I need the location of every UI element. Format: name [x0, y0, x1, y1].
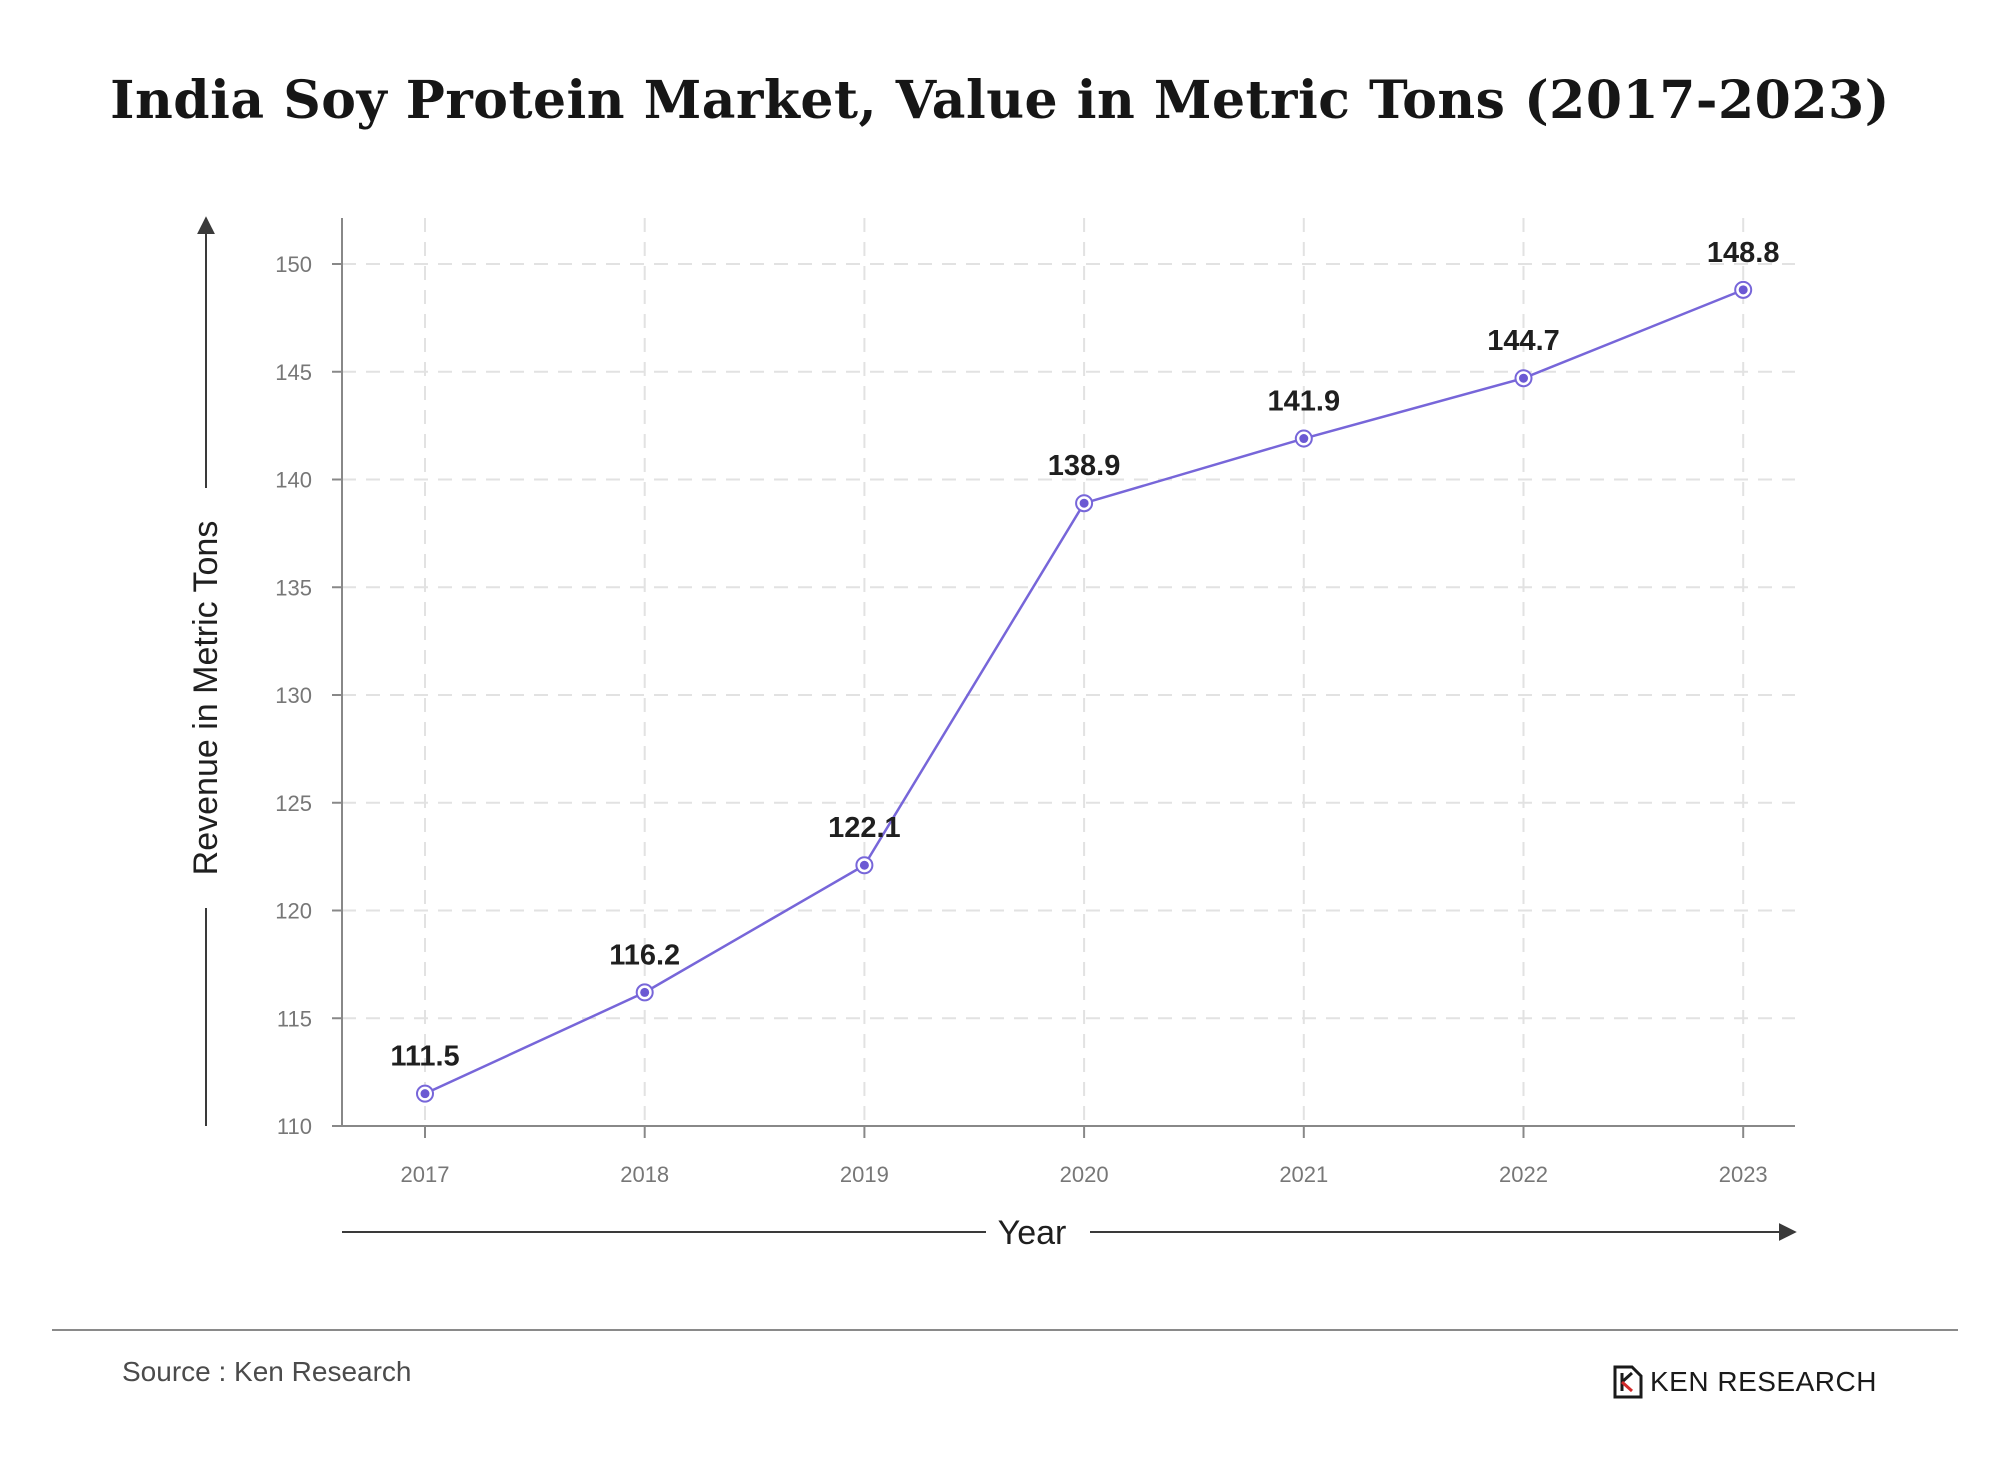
y-tick-label: 135	[275, 575, 312, 600]
data-point	[1079, 498, 1089, 508]
data-point	[859, 860, 869, 870]
data-label: 122.1	[828, 812, 901, 844]
y-tick-label: 115	[277, 1006, 312, 1031]
data-label: 111.5	[390, 1041, 459, 1073]
data-label: 141.9	[1268, 386, 1341, 418]
data-label: 116.2	[609, 939, 680, 971]
data-point	[1738, 285, 1748, 295]
x-tick-label: 2017	[401, 1162, 450, 1187]
source-note: Source : Ken Research	[122, 1356, 412, 1387]
y-axis-title: Revenue in Metric Tons	[187, 521, 225, 876]
footer-divider	[52, 1329, 1958, 1331]
y-axis-title-backdrop	[186, 488, 226, 908]
x-axis-title: Year	[998, 1214, 1067, 1252]
y-tick-label: 145	[275, 360, 312, 385]
series	[416, 280, 1753, 1103]
data-label: 138.9	[1048, 450, 1121, 482]
brand-logo: KEN RESEARCH	[1612, 1362, 1877, 1402]
y-tick-label: 120	[275, 899, 312, 924]
x-tick-label: 2018	[620, 1162, 669, 1187]
x-tick-label: 2022	[1499, 1162, 1548, 1187]
line-chart: 110 115 120 125 130 135 140 145 150 2017 2018 2019…	[186, 216, 1797, 1254]
y-tick-label: 110	[277, 1114, 312, 1139]
chart-title: India Soy Protein Market, Value in Metri…	[110, 70, 1890, 131]
y-tick-label: 150	[275, 252, 312, 277]
data-point	[1299, 434, 1309, 444]
grid	[342, 218, 1795, 1126]
x-tick-label: 2019	[840, 1162, 889, 1187]
y-tick-label: 125	[275, 791, 312, 816]
x-axis-title-backdrop	[986, 1210, 1090, 1254]
y-tick-label: 130	[275, 683, 312, 708]
x-tick-label: 2021	[1279, 1162, 1328, 1187]
data-label: 148.8	[1707, 237, 1780, 269]
data-point	[1519, 373, 1528, 383]
x-tick-labels: 2017 2018 2019 2020 2021 2022 2023	[401, 1162, 1768, 1187]
axes	[332, 218, 1795, 1138]
data-point	[640, 987, 650, 997]
y-tick-label: 140	[275, 468, 312, 493]
data-labels: 111.5 116.2 122.1 138.9 141.9 144.7 148.8	[390, 237, 1779, 1073]
brand-name: KEN RESEARCH	[1650, 1366, 1877, 1397]
data-label: 144.7	[1487, 325, 1560, 357]
y-tick-labels: 110 115 120 125 130 135 140 145 150	[275, 252, 312, 1139]
x-tick-label: 2020	[1060, 1162, 1109, 1187]
ken-research-logo-icon	[1613, 1365, 1643, 1399]
x-tick-label: 2023	[1719, 1162, 1768, 1187]
data-point	[420, 1089, 430, 1099]
